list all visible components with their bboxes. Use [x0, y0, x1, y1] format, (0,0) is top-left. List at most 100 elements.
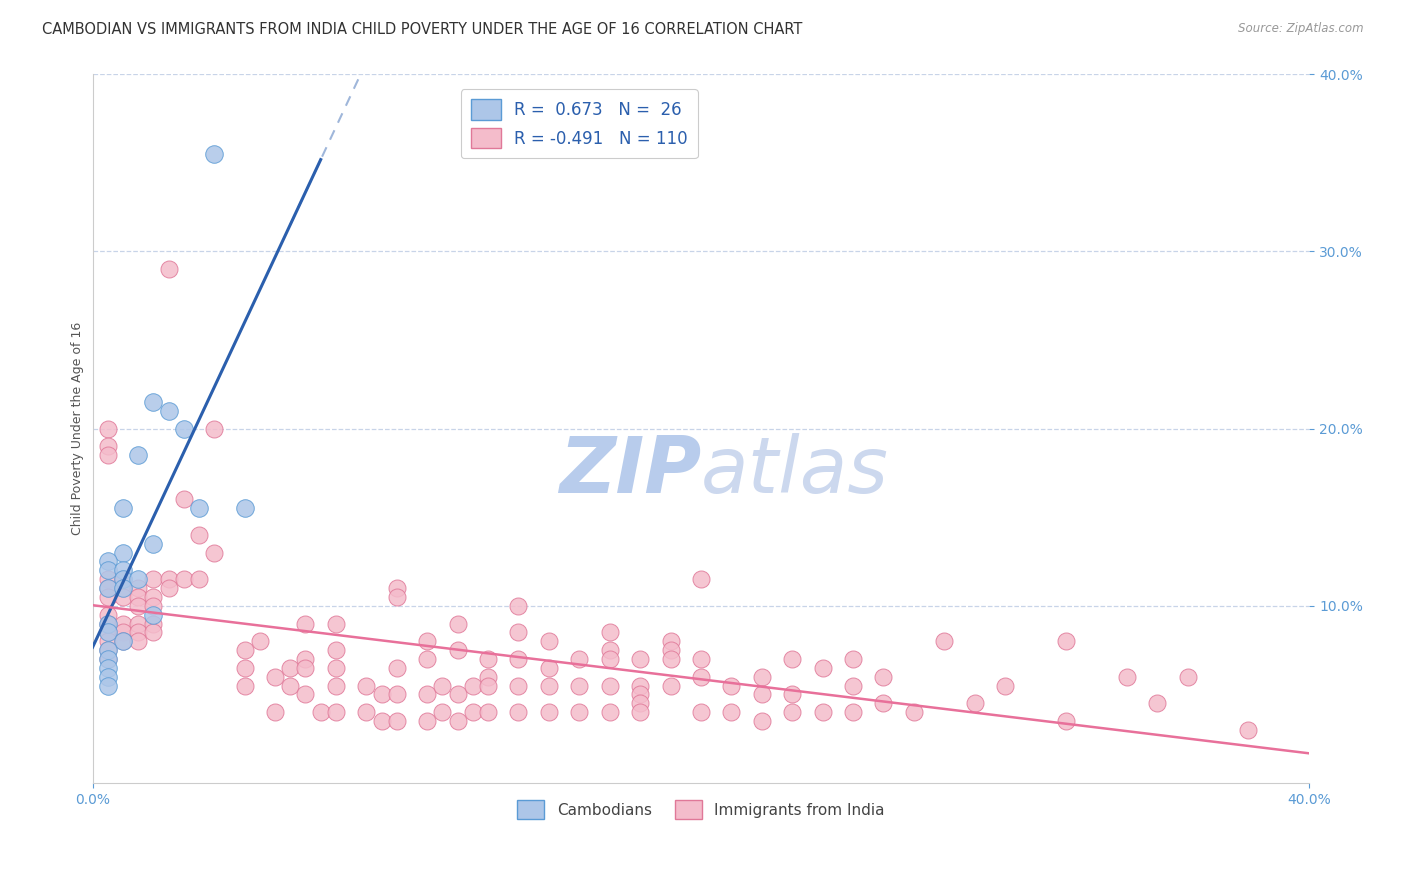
Point [1054, 634, 1077, 648]
Point [111, 616, 134, 631]
Point [294, 661, 316, 675]
Point [325, 616, 347, 631]
Point [294, 687, 316, 701]
Point [202, 421, 225, 435]
Point [97, 643, 120, 657]
Point [97, 421, 120, 435]
Point [416, 687, 439, 701]
Point [111, 590, 134, 604]
Y-axis label: Child Poverty Under the Age of 16: Child Poverty Under the Age of 16 [72, 322, 84, 535]
Point [157, 262, 180, 277]
Point [127, 634, 149, 648]
Point [97, 670, 120, 684]
Point [173, 421, 195, 435]
Point [233, 661, 256, 675]
Point [142, 590, 165, 604]
Point [97, 634, 120, 648]
Point [111, 581, 134, 595]
Point [780, 705, 803, 719]
Point [188, 501, 211, 516]
Point [477, 652, 499, 666]
Point [111, 572, 134, 586]
Point [432, 679, 454, 693]
Point [628, 696, 651, 710]
Point [249, 634, 271, 648]
Point [720, 705, 742, 719]
Point [385, 590, 408, 604]
Point [111, 563, 134, 577]
Point [370, 687, 392, 701]
Point [537, 634, 560, 648]
Point [416, 652, 439, 666]
Point [385, 687, 408, 701]
Point [127, 625, 149, 640]
Point [508, 599, 530, 613]
Point [1177, 670, 1199, 684]
Point [233, 501, 256, 516]
Point [142, 572, 165, 586]
Point [157, 581, 180, 595]
Point [446, 643, 468, 657]
Point [659, 634, 682, 648]
Point [568, 652, 591, 666]
Point [1054, 714, 1077, 728]
Point [97, 554, 120, 568]
Point [97, 643, 120, 657]
Point [142, 616, 165, 631]
Point [202, 146, 225, 161]
Point [97, 625, 120, 640]
Point [537, 679, 560, 693]
Point [157, 404, 180, 418]
Point [994, 679, 1017, 693]
Point [628, 679, 651, 693]
Point [356, 679, 378, 693]
Point [508, 652, 530, 666]
Point [599, 705, 621, 719]
Point [385, 581, 408, 595]
Point [659, 652, 682, 666]
Point [97, 581, 120, 595]
Point [508, 625, 530, 640]
Point [97, 616, 120, 631]
Point [309, 705, 332, 719]
Point [461, 679, 484, 693]
Point [173, 572, 195, 586]
Point [842, 679, 865, 693]
Point [872, 670, 894, 684]
Point [127, 599, 149, 613]
Point [599, 625, 621, 640]
Point [690, 705, 713, 719]
Point [127, 572, 149, 586]
Point [537, 705, 560, 719]
Point [934, 634, 956, 648]
Point [142, 607, 165, 622]
Point [599, 643, 621, 657]
Point [659, 679, 682, 693]
Point [142, 537, 165, 551]
Point [233, 679, 256, 693]
Point [446, 616, 468, 631]
Point [233, 643, 256, 657]
Point [508, 679, 530, 693]
Point [385, 661, 408, 675]
Point [325, 643, 347, 657]
Point [628, 705, 651, 719]
Point [111, 634, 134, 648]
Point [97, 661, 120, 675]
Point [720, 679, 742, 693]
Point [1237, 723, 1260, 737]
Point [97, 625, 120, 640]
Point [127, 581, 149, 595]
Point [751, 670, 773, 684]
Point [97, 572, 120, 586]
Point [111, 501, 134, 516]
Point [188, 528, 211, 542]
Point [202, 546, 225, 560]
Point [628, 687, 651, 701]
Point [325, 661, 347, 675]
Point [294, 616, 316, 631]
Point [264, 705, 287, 719]
Point [356, 705, 378, 719]
Point [780, 652, 803, 666]
Point [416, 714, 439, 728]
